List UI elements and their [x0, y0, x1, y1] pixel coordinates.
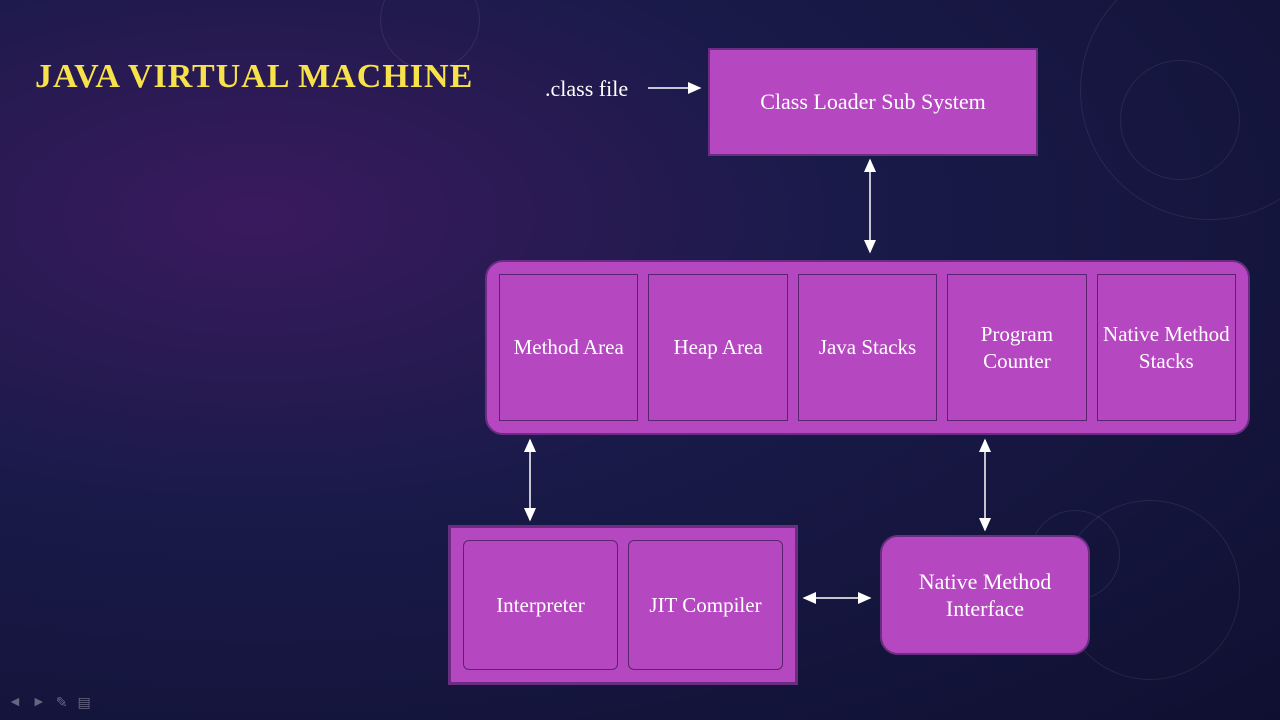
pen-icon[interactable]: ✎	[56, 695, 68, 712]
exec-jit-compiler: JIT Compiler	[628, 540, 783, 670]
memory-native-stacks: Native Method Stacks	[1097, 274, 1236, 421]
deco-circle	[1120, 60, 1240, 180]
class-loader-text: Class Loader Sub System	[760, 88, 986, 116]
page-title: JAVA VIRTUAL MACHINE	[35, 58, 473, 96]
memory-label: Method Area	[514, 334, 624, 360]
memory-java-stacks: Java Stacks	[798, 274, 937, 421]
memory-method-area: Method Area	[499, 274, 638, 421]
exec-label: Interpreter	[496, 592, 585, 618]
memory-label: Native Method Stacks	[1098, 321, 1235, 374]
slide-nav-controls: ◄ ► ✎ ▤	[8, 695, 91, 712]
class-file-label: .class file	[545, 76, 628, 102]
next-icon[interactable]: ►	[32, 695, 46, 712]
execution-engine-container: Interpreter JIT Compiler	[448, 525, 798, 685]
native-interface-text: Native Method Interface	[882, 568, 1088, 623]
menu-icon[interactable]: ▤	[77, 695, 90, 712]
prev-icon[interactable]: ◄	[8, 695, 22, 712]
memory-label: Heap Area	[674, 334, 763, 360]
memory-label: Program Counter	[948, 321, 1085, 374]
memory-program-counter: Program Counter	[947, 274, 1086, 421]
memory-areas-container: Method Area Heap Area Java Stacks Progra…	[485, 260, 1250, 435]
exec-label: JIT Compiler	[649, 592, 761, 618]
native-method-interface-box: Native Method Interface	[880, 535, 1090, 655]
memory-heap-area: Heap Area	[648, 274, 787, 421]
class-loader-box: Class Loader Sub System	[708, 48, 1038, 156]
memory-label: Java Stacks	[819, 334, 916, 360]
exec-interpreter: Interpreter	[463, 540, 618, 670]
